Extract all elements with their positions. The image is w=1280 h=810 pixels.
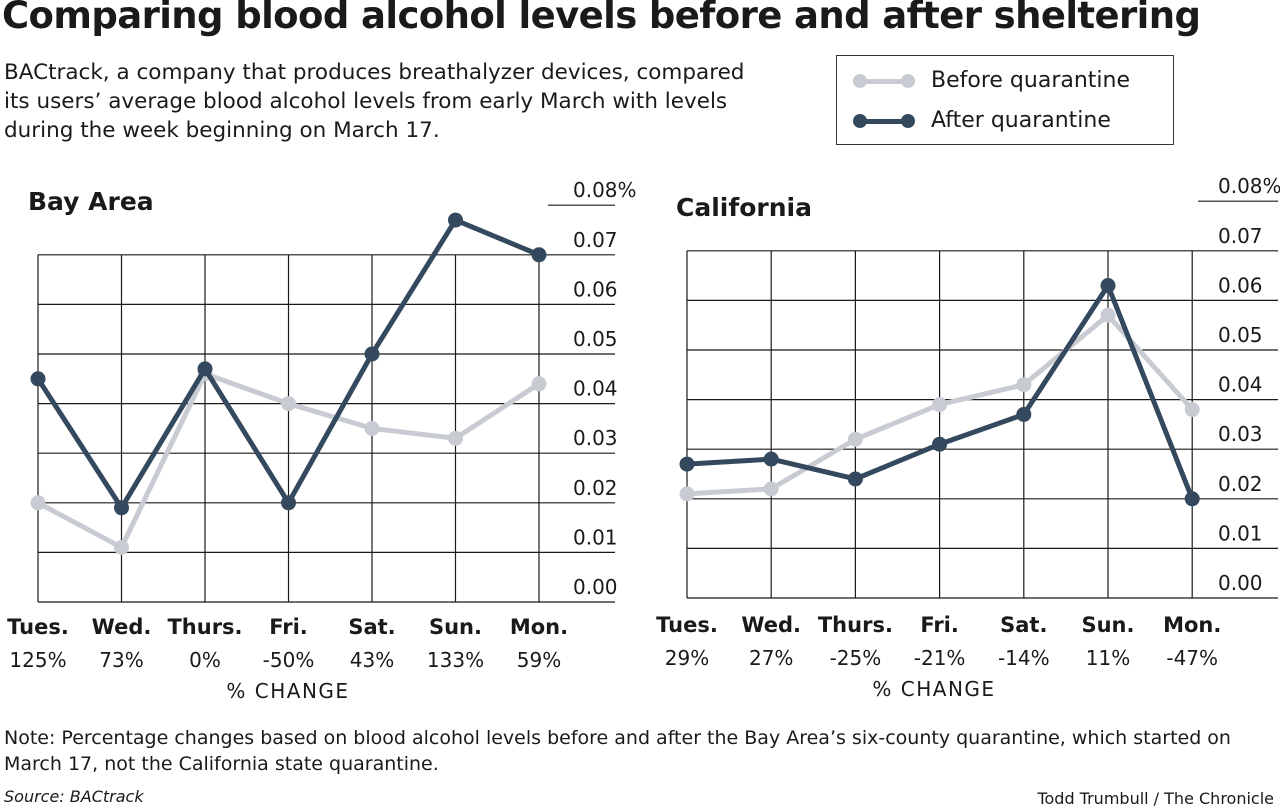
pct-change-label: 133% [427,648,484,672]
data-point-before [281,396,296,412]
y-tick-label: 0.04 [1218,373,1263,397]
x-category-label: Sat. [1000,613,1047,637]
y-tick-label: 0.04 [573,377,618,401]
data-point-before [847,431,863,447]
x-category-label: Thurs. [167,615,242,639]
legend-label-before: Before quarantine [931,68,1130,93]
x-category-label: Wed. [741,613,801,637]
pct-change-label: 27% [749,646,793,670]
x-category-label: Mon. [1163,613,1221,637]
x-category-label: Sat. [348,615,395,639]
source-credit: Source: BACtrack [4,787,144,806]
legend-swatch-dot-before [853,74,867,88]
x-category-label: Fri. [269,615,308,639]
y-tick-label: 0.00 [573,575,618,599]
data-point-after [364,346,380,362]
legend-swatch-line-after [857,119,911,124]
y-tick-label: 0.00 [1218,571,1263,595]
data-point-before [448,430,463,446]
y-tick-label: 0.05 [573,327,618,351]
data-point-before [679,486,695,502]
y-tick-label: 0.08% [573,178,637,202]
x-axis-label: % CHANGE [226,679,349,703]
author-credit: Todd Trumbull / The Chronicle [1037,789,1274,808]
x-axis-label: % CHANGE [872,677,995,701]
pct-change-label: -50% [263,648,315,672]
pct-change-label: 0% [189,648,221,672]
y-tick-label: 0.01 [1218,521,1263,545]
data-point-after [281,495,296,511]
legend-swatch-dot-before [901,74,915,88]
chart-panel-california: 0.00 0.01 0.02 0.03 0.04 0.05 0.06 0.07 0.08% Cal… [656,174,1280,701]
data-point-before [114,539,129,555]
chart-panel-bay-area: 0.00 0.01 0.02 0.03 0.04 0.05 0.06 0.07 0.08% Bay… [7,178,636,703]
data-point-after [531,247,547,263]
pct-change-label: 125% [9,648,66,672]
x-category-label: Fri. [920,613,959,637]
y-tick-label: 0.07 [573,228,618,252]
data-point-after [30,371,46,387]
y-tick-label: 0.05 [1218,323,1263,347]
footnote: Note: Percentage changes based on blood … [4,727,1231,775]
data-point-before [1100,307,1116,323]
pct-change-label: 73% [99,648,143,672]
panel-title: Bay Area [28,187,154,216]
pct-change-label: 43% [350,648,394,672]
x-category-label: Sun. [1081,613,1134,637]
data-point-before [531,376,547,392]
pct-change-label: 59% [517,648,561,672]
data-point-after [1016,406,1032,422]
pct-change-label: -25% [830,646,882,670]
panel-title: California [676,193,812,222]
data-point-before [763,481,779,497]
pct-change-label: 11% [1086,646,1130,670]
y-tick-label: 0.02 [573,476,618,500]
x-category-label: Wed. [92,615,152,639]
y-tick-label: 0.02 [1218,472,1263,496]
data-point-after [1184,491,1200,507]
data-point-after [1100,278,1116,294]
data-point-after [679,456,695,472]
y-tick-label: 0.06 [1218,273,1263,297]
pct-change-label: -47% [1166,646,1218,670]
data-point-after [763,451,779,467]
x-category-label: Sun. [429,615,482,639]
chart-title: Comparing blood alcohol levels before an… [2,0,1201,37]
charts-canvas: 0.00 0.01 0.02 0.03 0.04 0.05 0.06 0.07 0.08% Bay… [7,174,1280,703]
data-point-before [364,420,380,436]
x-category-label: Mon. [510,615,568,639]
data-point-before [30,495,46,511]
data-point-before [1016,377,1032,393]
y-tick-label: 0.06 [573,277,618,301]
data-point-after [114,500,129,516]
legend: Before quarantine After quarantine [836,55,1174,145]
data-point-before [1184,402,1200,418]
legend-swatch-line-before [857,79,911,84]
y-tick-label: 0.08% [1218,174,1280,198]
x-category-label: Thurs. [818,613,893,637]
data-point-after [197,361,213,377]
legend-label-after: After quarantine [931,108,1111,133]
data-point-after [932,436,948,452]
data-point-after [847,471,863,487]
legend-swatch-dot-after [901,114,915,128]
y-tick-label: 0.07 [1218,224,1263,248]
y-tick-label: 0.03 [573,426,618,450]
pct-change-label: -14% [998,646,1050,670]
x-category-label: Tues. [7,615,69,639]
pct-change-label: 29% [665,646,709,670]
legend-swatch-dot-after [853,114,867,128]
data-point-before [932,397,948,413]
pct-change-label: -21% [914,646,966,670]
chart-subtitle: BACtrack, a company that produces breath… [4,60,745,143]
y-tick-label: 0.01 [573,525,618,549]
x-category-label: Tues. [656,613,718,637]
y-tick-label: 0.03 [1218,422,1263,446]
data-point-after [448,212,463,228]
